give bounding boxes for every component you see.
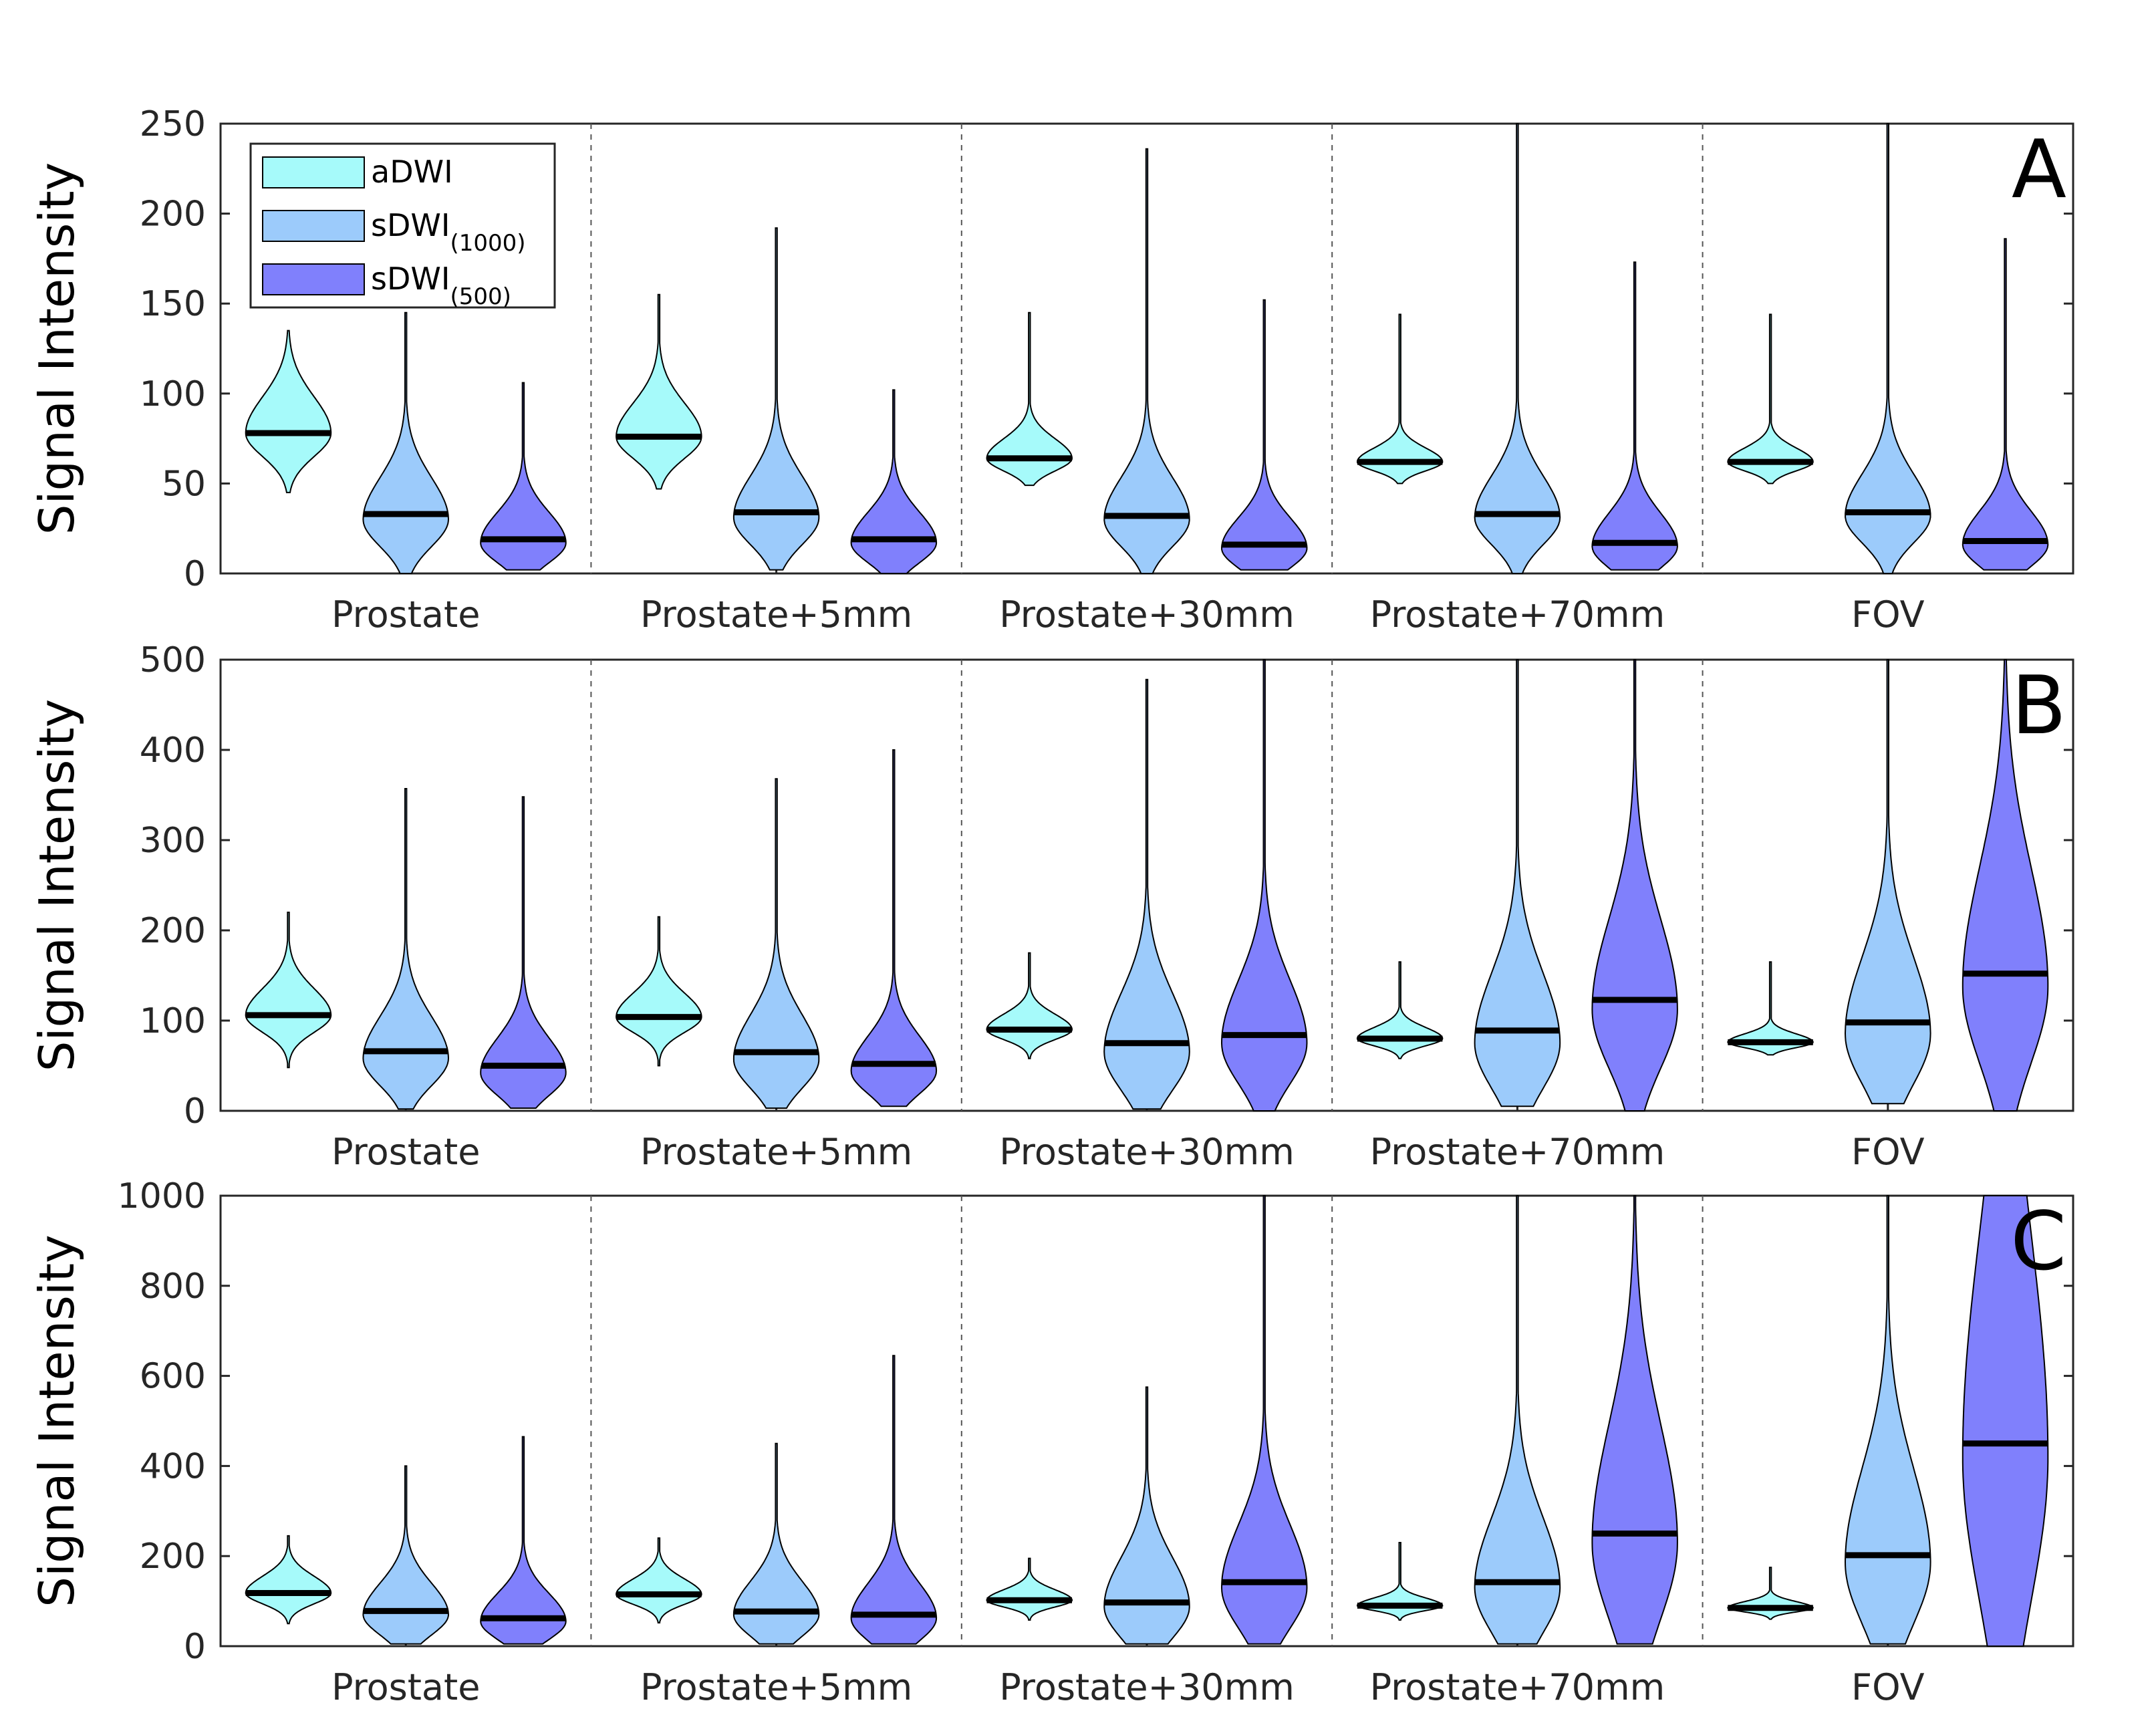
violin-sdwi1000 <box>732 778 820 1109</box>
panel-letter: C <box>2010 1196 2066 1289</box>
violin-sdwi1000 <box>1474 1195 1561 1645</box>
violin-sdwi1000 <box>1844 659 1931 1105</box>
violin-sdwi500 <box>480 382 567 571</box>
violin-sdwi500 <box>1220 1195 1308 1645</box>
y-tick-label: 600 <box>140 1357 206 1397</box>
panel-b: 0 100 200 300 400 500 Signal Intensity Prostate… <box>29 640 2074 1173</box>
violin-adwi <box>1357 1542 1444 1621</box>
panel-letter: A <box>2012 124 2066 217</box>
violin-sdwi500 <box>480 796 567 1109</box>
y-tick-label: 200 <box>140 1537 206 1577</box>
violin-sdwi1000 <box>1103 678 1190 1110</box>
violin-sdwi500 <box>1962 659 2049 1111</box>
violin-sdwi1000 <box>1103 148 1190 574</box>
violin-sdwi1000 <box>1474 659 1561 1107</box>
y-axis-label: Signal Intensity <box>29 162 85 535</box>
panel-letter: B <box>2012 660 2066 753</box>
category-label: Prostate+5mm <box>640 594 912 636</box>
y-tick-label: 100 <box>140 374 206 414</box>
violin-sdwi1000 <box>1845 123 1931 574</box>
violin-sdwi1000 <box>732 1442 820 1645</box>
y-tick-label: 200 <box>140 911 206 951</box>
violin-adwi <box>1357 313 1444 485</box>
violin-sdwi1000 <box>362 788 450 1110</box>
y-tick-label: 250 <box>140 104 206 144</box>
violin-adwi <box>986 311 1073 487</box>
violin-sdwi1000 <box>1103 1386 1190 1645</box>
y-axis-label: Signal Intensity <box>29 1234 85 1607</box>
violin-sdwi500 <box>850 389 938 574</box>
violin-sdwi1000 <box>1474 123 1561 574</box>
y-tick-label: 0 <box>184 1091 206 1132</box>
category-label: Prostate <box>331 1131 480 1173</box>
violin-adwi <box>1356 961 1444 1059</box>
category-label: Prostate+70mm <box>1370 1131 1665 1173</box>
category-label: Prostate+70mm <box>1370 594 1665 636</box>
y-tick-label: 100 <box>140 1001 206 1041</box>
violin-sdwi1000 <box>1844 1195 1931 1645</box>
y-tick-label: 500 <box>140 640 206 680</box>
legend-swatch <box>262 156 365 188</box>
violin-sdwi1000 <box>362 1465 450 1645</box>
y-tick-label: 150 <box>140 284 206 324</box>
y-tick-label: 200 <box>140 194 206 235</box>
category-label: FOV <box>1851 594 1925 636</box>
legend-swatch <box>262 210 365 242</box>
violin-sdwi500 <box>1220 659 1308 1111</box>
violin-sdwi500 <box>1962 238 2049 571</box>
category-label: Prostate+5mm <box>640 1131 912 1173</box>
violin-sdwi500 <box>480 1436 567 1645</box>
violin-sdwi1000 <box>732 227 820 571</box>
y-tick-label: 400 <box>140 1446 206 1486</box>
panel-a: 0 50 100 150 200 250 Signal Intensity Prostate P… <box>29 104 2074 636</box>
violin-sdwi500 <box>1220 299 1308 571</box>
category-label: Prostate+30mm <box>999 594 1295 636</box>
y-axis-label: Signal Intensity <box>29 699 85 1071</box>
y-tick-label: 300 <box>140 821 206 861</box>
category-label: Prostate+5mm <box>640 1666 912 1708</box>
category-label: Prostate <box>331 1666 480 1708</box>
y-tick-label: 800 <box>140 1267 206 1307</box>
y-tick-label: 0 <box>184 1627 206 1667</box>
y-tick-label: 0 <box>184 554 206 594</box>
violin-sdwi500 <box>850 749 938 1107</box>
violin-adwi <box>245 330 332 493</box>
category-label: FOV <box>1851 1131 1925 1173</box>
category-label: Prostate+70mm <box>1370 1666 1665 1708</box>
y-tick-label: 1000 <box>118 1176 206 1216</box>
legend-label: aDWI <box>371 154 453 190</box>
violin-adwi <box>1727 313 1814 485</box>
panel-c: 0 200 400 600 800 1000 Signal Intensity Prostat… <box>29 1176 2074 1708</box>
legend-label-subscript: (500) <box>450 283 511 310</box>
category-label: Prostate <box>331 594 480 636</box>
violin-adwi <box>616 293 702 490</box>
category-label: FOV <box>1851 1666 1925 1708</box>
violin-sdwi500 <box>850 1355 938 1645</box>
violin-sdwi500 <box>1962 1195 2049 1647</box>
violin-sdwi1000 <box>362 311 450 574</box>
y-tick-label: 50 <box>162 464 206 504</box>
y-tick-label: 400 <box>140 731 206 771</box>
violin-sdwi500 <box>1591 261 1678 571</box>
legend-label-subscript: (1000) <box>450 230 525 257</box>
category-label: Prostate+30mm <box>999 1666 1295 1708</box>
category-label: Prostate+30mm <box>999 1131 1295 1173</box>
legend-swatch <box>262 263 365 295</box>
violin-adwi <box>1727 961 1814 1056</box>
